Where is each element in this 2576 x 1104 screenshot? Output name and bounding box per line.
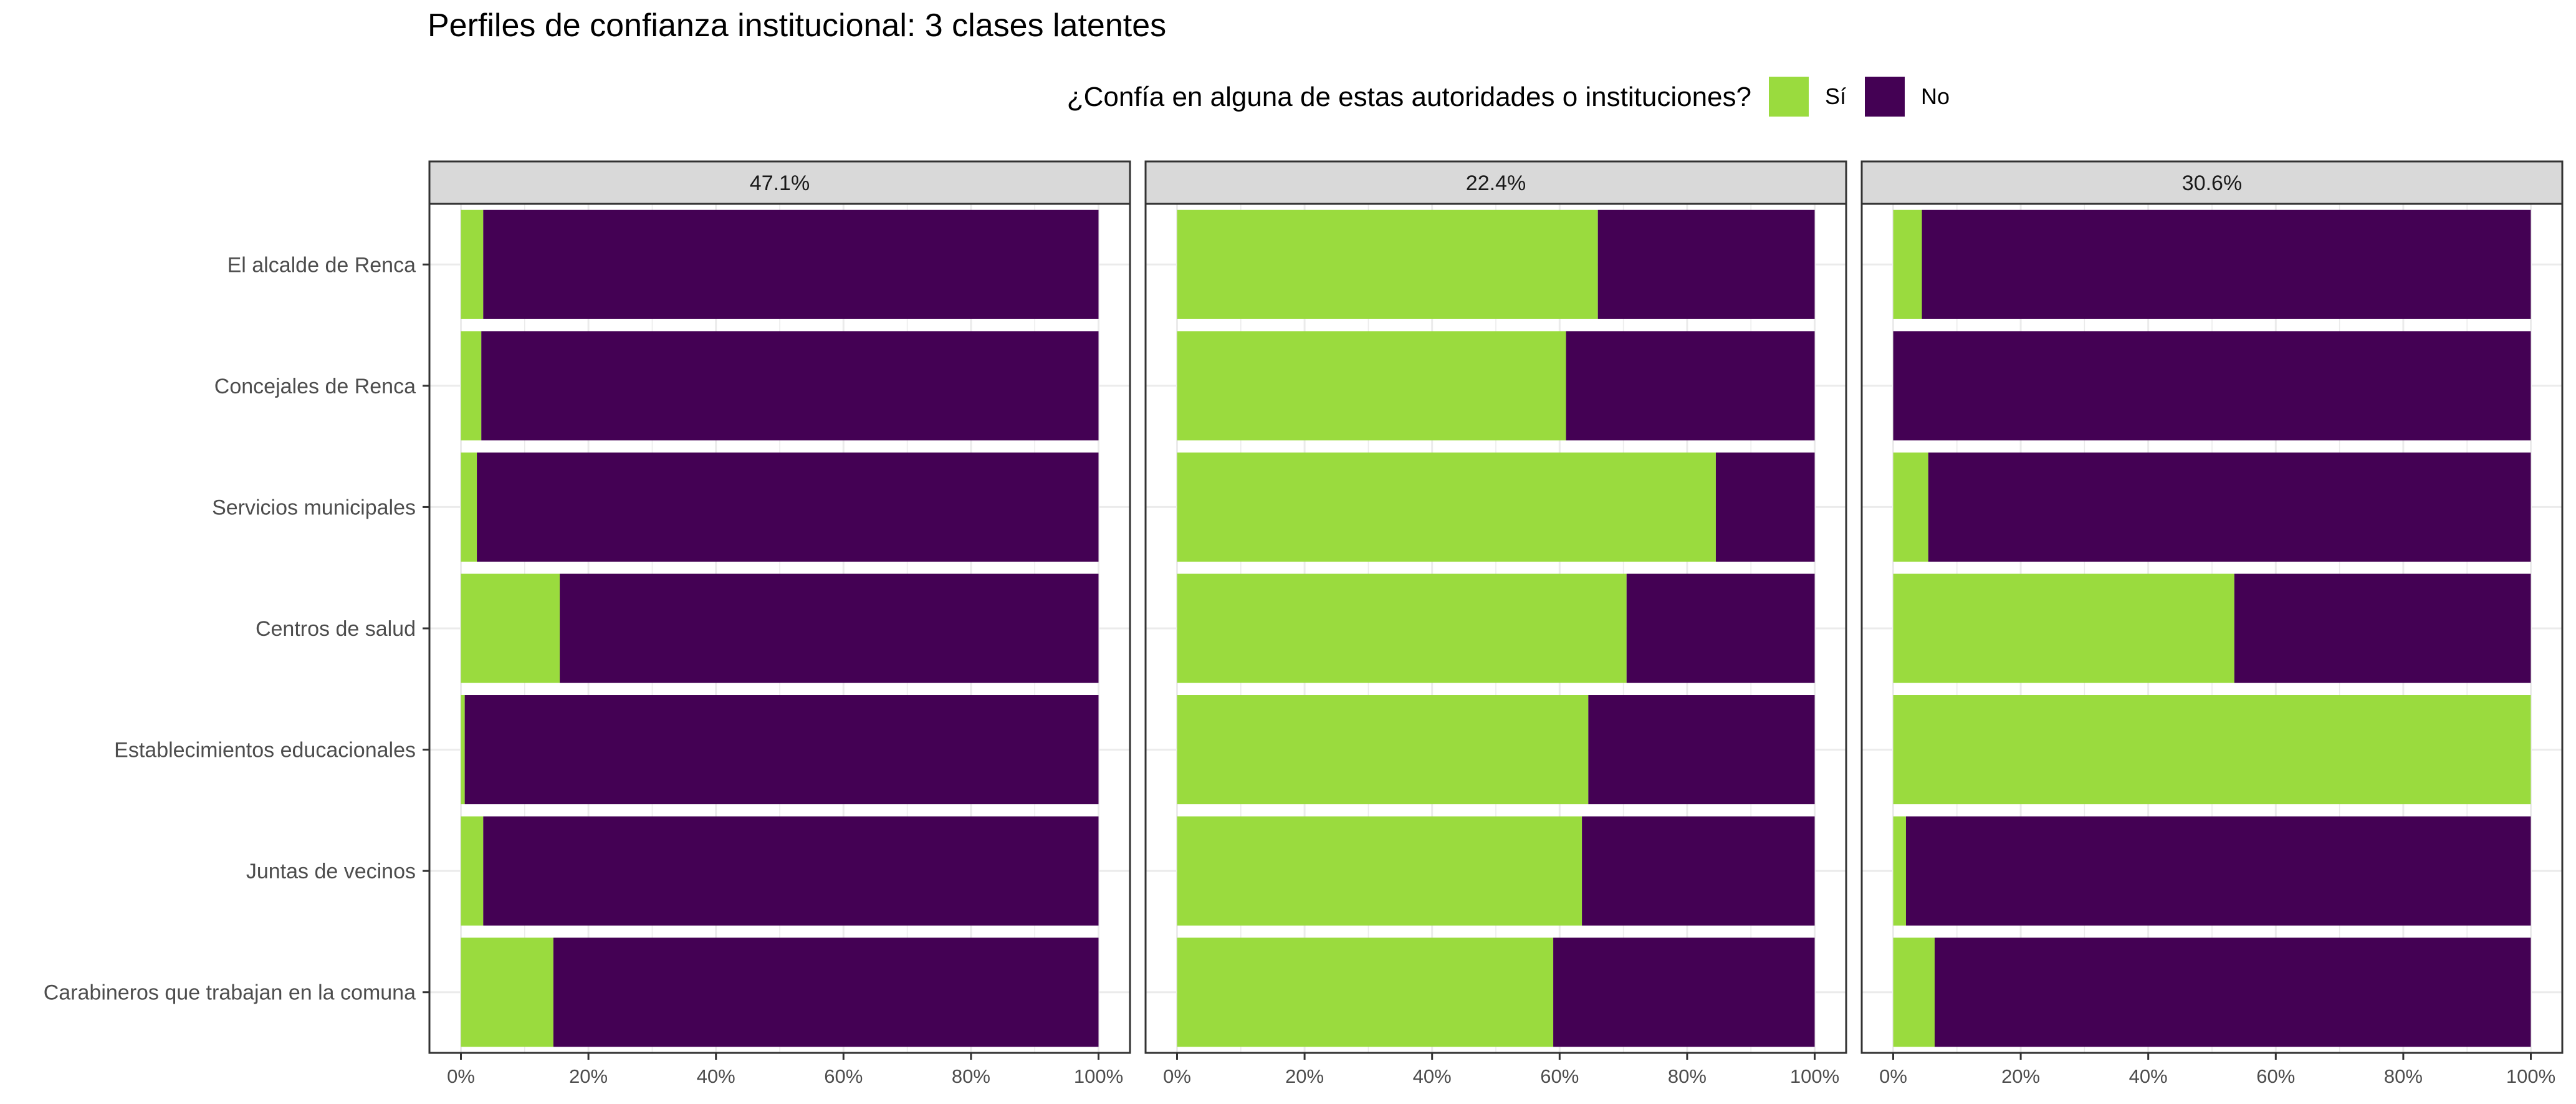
bar-si xyxy=(1177,695,1589,805)
bar-no xyxy=(1934,938,2531,1047)
bar-no xyxy=(553,938,1099,1047)
bar-no xyxy=(560,574,1099,683)
x-tick-label: 20% xyxy=(2001,1065,2040,1087)
legend: ¿Confía en alguna de estas autoridades o… xyxy=(1067,77,1950,117)
bar-si xyxy=(1177,331,1566,441)
bar-si xyxy=(1893,938,1935,1047)
x-tick-label: 40% xyxy=(2129,1065,2168,1087)
bar-si xyxy=(1177,452,1716,562)
bar-no xyxy=(1597,209,1815,319)
y-tick-label: El alcalde de Renca xyxy=(227,253,416,277)
bar-si xyxy=(1177,209,1598,319)
y-tick-label: Carabineros que trabajan en la comuna xyxy=(44,981,416,1005)
bar-si xyxy=(1177,938,1554,1047)
y-tick-label: Centros de salud xyxy=(256,617,416,641)
bar-si xyxy=(461,331,482,441)
bar-no xyxy=(1905,816,2531,926)
bar-no xyxy=(483,816,1099,926)
facet-strip-label: 22.4% xyxy=(1466,171,1526,195)
bar-no xyxy=(2234,574,2531,683)
bar-no xyxy=(1893,331,2531,441)
bar-no xyxy=(1553,938,1815,1047)
facet-panel-3: 30.6% 0% 20% 40% 60% 80% 100% xyxy=(1860,160,2564,1087)
facet-strip-label: 47.1% xyxy=(750,171,810,195)
x-tick-label: 20% xyxy=(569,1065,608,1087)
bar-no xyxy=(1588,695,1815,805)
x-tick-label: 0% xyxy=(1879,1065,1907,1087)
x-tick-label: 0% xyxy=(447,1065,475,1087)
bar-no xyxy=(1928,452,2531,562)
legend-swatch-no xyxy=(1865,77,1905,117)
facet-strip xyxy=(428,160,1131,205)
x-tick-label: 60% xyxy=(1540,1065,1579,1087)
bar-si xyxy=(1893,209,1922,319)
bar-no xyxy=(481,331,1099,441)
bar-no xyxy=(1566,331,1815,441)
facet-panel-2: 22.4% 0% 20% 40% 60% 80% 100% xyxy=(1144,160,1847,1087)
x-tick-label: 0% xyxy=(1163,1065,1191,1087)
bar-si xyxy=(461,574,560,683)
y-tick-label: Juntas de vecinos xyxy=(246,860,416,883)
y-tick-label: Servicios municipales xyxy=(212,496,416,519)
panels: 47.1% 0% 20% 40% 60% 80% 100% 22.4% 0% 20% 40% 60% 8… xyxy=(428,160,2564,1087)
x-tick-label: 40% xyxy=(1413,1065,1452,1087)
y-axis-labels: El alcalde de Renca Concejales de Renca Se… xyxy=(44,253,429,1005)
chart-title: Perfiles de confianza institucional: 3 c… xyxy=(428,7,1166,44)
bar-si xyxy=(461,938,553,1047)
bar-si xyxy=(1893,452,1928,562)
bar-no xyxy=(1715,452,1815,562)
x-tick-label: 60% xyxy=(824,1065,863,1087)
x-tick-label: 60% xyxy=(2256,1065,2295,1087)
bar-si xyxy=(461,452,477,562)
facet-strip xyxy=(1860,160,2564,205)
x-tick-label: 100% xyxy=(2506,1065,2555,1087)
legend-swatch-si xyxy=(1769,77,1809,117)
x-tick-label: 80% xyxy=(952,1065,990,1087)
bar-si xyxy=(1893,574,2234,683)
bar-no xyxy=(464,695,1099,805)
bar-si xyxy=(1893,695,2531,805)
bar-si xyxy=(1177,574,1627,683)
bar-si xyxy=(1893,816,1906,926)
y-tick-label: Establecimientos educacionales xyxy=(114,739,416,762)
x-tick-label: 20% xyxy=(1285,1065,1324,1087)
bar-si xyxy=(461,209,484,319)
bar-no xyxy=(1922,209,2531,319)
x-tick-label: 40% xyxy=(697,1065,735,1087)
y-tick-label: Concejales de Renca xyxy=(214,375,416,398)
facet-strip xyxy=(1144,160,1847,205)
bar-no xyxy=(1582,816,1815,926)
bar-si xyxy=(461,816,484,926)
legend-label-si: Sí xyxy=(1825,84,1846,109)
legend-title: ¿Confía en alguna de estas autoridades o… xyxy=(1067,82,1751,112)
legend-label-no: No xyxy=(1921,84,1950,109)
bar-no xyxy=(477,452,1099,562)
bar-no xyxy=(1626,574,1815,683)
facet-panel-1: 47.1% 0% 20% 40% 60% 80% 100% xyxy=(428,160,1131,1087)
x-tick-label: 80% xyxy=(2384,1065,2423,1087)
bar-si xyxy=(1177,816,1582,926)
bar-si xyxy=(461,695,465,805)
x-tick-label: 100% xyxy=(1074,1065,1123,1087)
x-tick-label: 80% xyxy=(1668,1065,1707,1087)
bar-no xyxy=(483,209,1099,319)
facet-strip-label: 30.6% xyxy=(2182,171,2242,195)
x-tick-label: 100% xyxy=(1790,1065,1839,1087)
